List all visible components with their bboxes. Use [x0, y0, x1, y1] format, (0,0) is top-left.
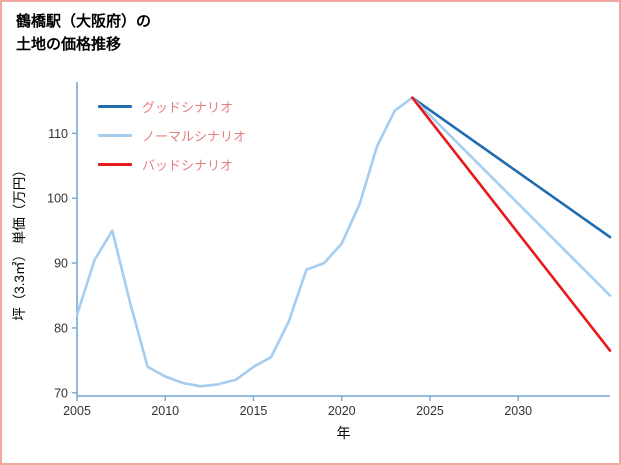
chart-title-line2: 土地の価格推移 — [16, 36, 122, 54]
legend-line-good-icon — [98, 105, 132, 108]
series-line-3 — [410, 96, 612, 352]
y-tick-label: 90 — [54, 257, 68, 271]
x-tick-label: 2005 — [63, 404, 91, 418]
legend-item-normal: ノーマルシナリオ — [98, 121, 246, 150]
legend-line-normal-icon — [98, 134, 132, 137]
x-tick-label: 2020 — [328, 404, 356, 418]
x-tick-label: 2025 — [416, 404, 444, 418]
x-tick-label: 2015 — [240, 404, 268, 418]
legend-line-bad-icon — [98, 163, 132, 166]
legend-label-bad: バッドシナリオ — [142, 158, 234, 173]
chart-title: 鶴橋駅（大阪府）の 土地の価格推移 — [16, 10, 151, 57]
legend-item-bad: バッドシナリオ — [98, 150, 246, 179]
y-tick-label: 80 — [54, 321, 68, 335]
series-line-2 — [410, 96, 612, 297]
x-tick-label: 2030 — [504, 404, 532, 418]
y-tick-label: 110 — [48, 127, 68, 141]
legend-label-normal: ノーマルシナリオ — [142, 129, 247, 144]
legend: グッドシナリオ ノーマルシナリオ バッドシナリオ — [98, 92, 246, 179]
y-tick-label: 70 — [54, 386, 68, 400]
y-axis-label: 坪（3.3㎡） 単価（万円） — [12, 163, 27, 321]
x-tick-label: 2010 — [151, 404, 179, 418]
series-line-0 — [75, 96, 414, 388]
legend-label-good: グッドシナリオ — [142, 100, 234, 115]
chart-title-line1: 鶴橋駅（大阪府）の — [16, 13, 152, 30]
legend-item-good: グッドシナリオ — [98, 92, 246, 121]
series-line-1 — [410, 96, 612, 239]
x-axis-label: 年 — [337, 425, 351, 441]
y-tick-label: 100 — [47, 192, 68, 206]
